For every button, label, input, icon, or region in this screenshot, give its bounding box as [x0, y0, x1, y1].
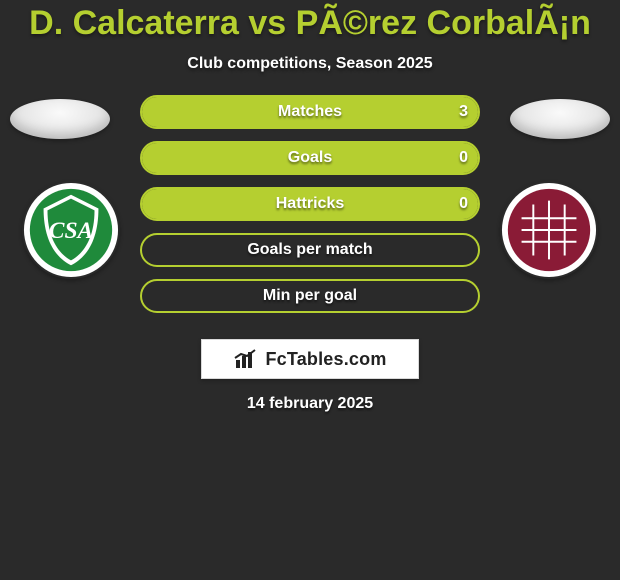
bar-label: Hattricks — [276, 195, 344, 213]
date-text: 14 february 2025 — [0, 395, 620, 413]
bar-label: Goals per match — [247, 241, 372, 259]
club-logo-right — [500, 181, 598, 279]
player-right-avatar — [510, 99, 610, 139]
club-logo-left: CSA — [22, 181, 120, 279]
brand-badge: FcTables.com — [201, 339, 419, 379]
bar-min-per-goal: Min per goal — [140, 279, 480, 313]
bar-matches: Matches 3 — [140, 95, 480, 129]
bar-value-right: 3 — [459, 103, 468, 121]
page-title: D. Calcaterra vs PÃ©rez CorbalÃ¡n — [0, 0, 620, 43]
club-logo-left-text: CSA — [49, 218, 93, 244]
subtitle: Club competitions, Season 2025 — [0, 55, 620, 73]
player-left-avatar — [10, 99, 110, 139]
bar-value-right: 0 — [459, 195, 468, 213]
bar-label: Min per goal — [263, 287, 357, 305]
bar-hattricks: Hattricks 0 — [140, 187, 480, 221]
bar-label: Matches — [278, 103, 342, 121]
bar-goals: Goals 0 — [140, 141, 480, 175]
comparison-stage: CSA Matches 3 Goals 0 Hattricks 0 Goals … — [0, 95, 620, 435]
bar-goals-per-match: Goals per match — [140, 233, 480, 267]
brand-text: FcTables.com — [265, 349, 386, 370]
bar-value-right: 0 — [459, 149, 468, 167]
stat-bars: Matches 3 Goals 0 Hattricks 0 Goals per … — [140, 95, 480, 313]
chart-icon — [233, 348, 259, 370]
bar-label: Goals — [288, 149, 332, 167]
